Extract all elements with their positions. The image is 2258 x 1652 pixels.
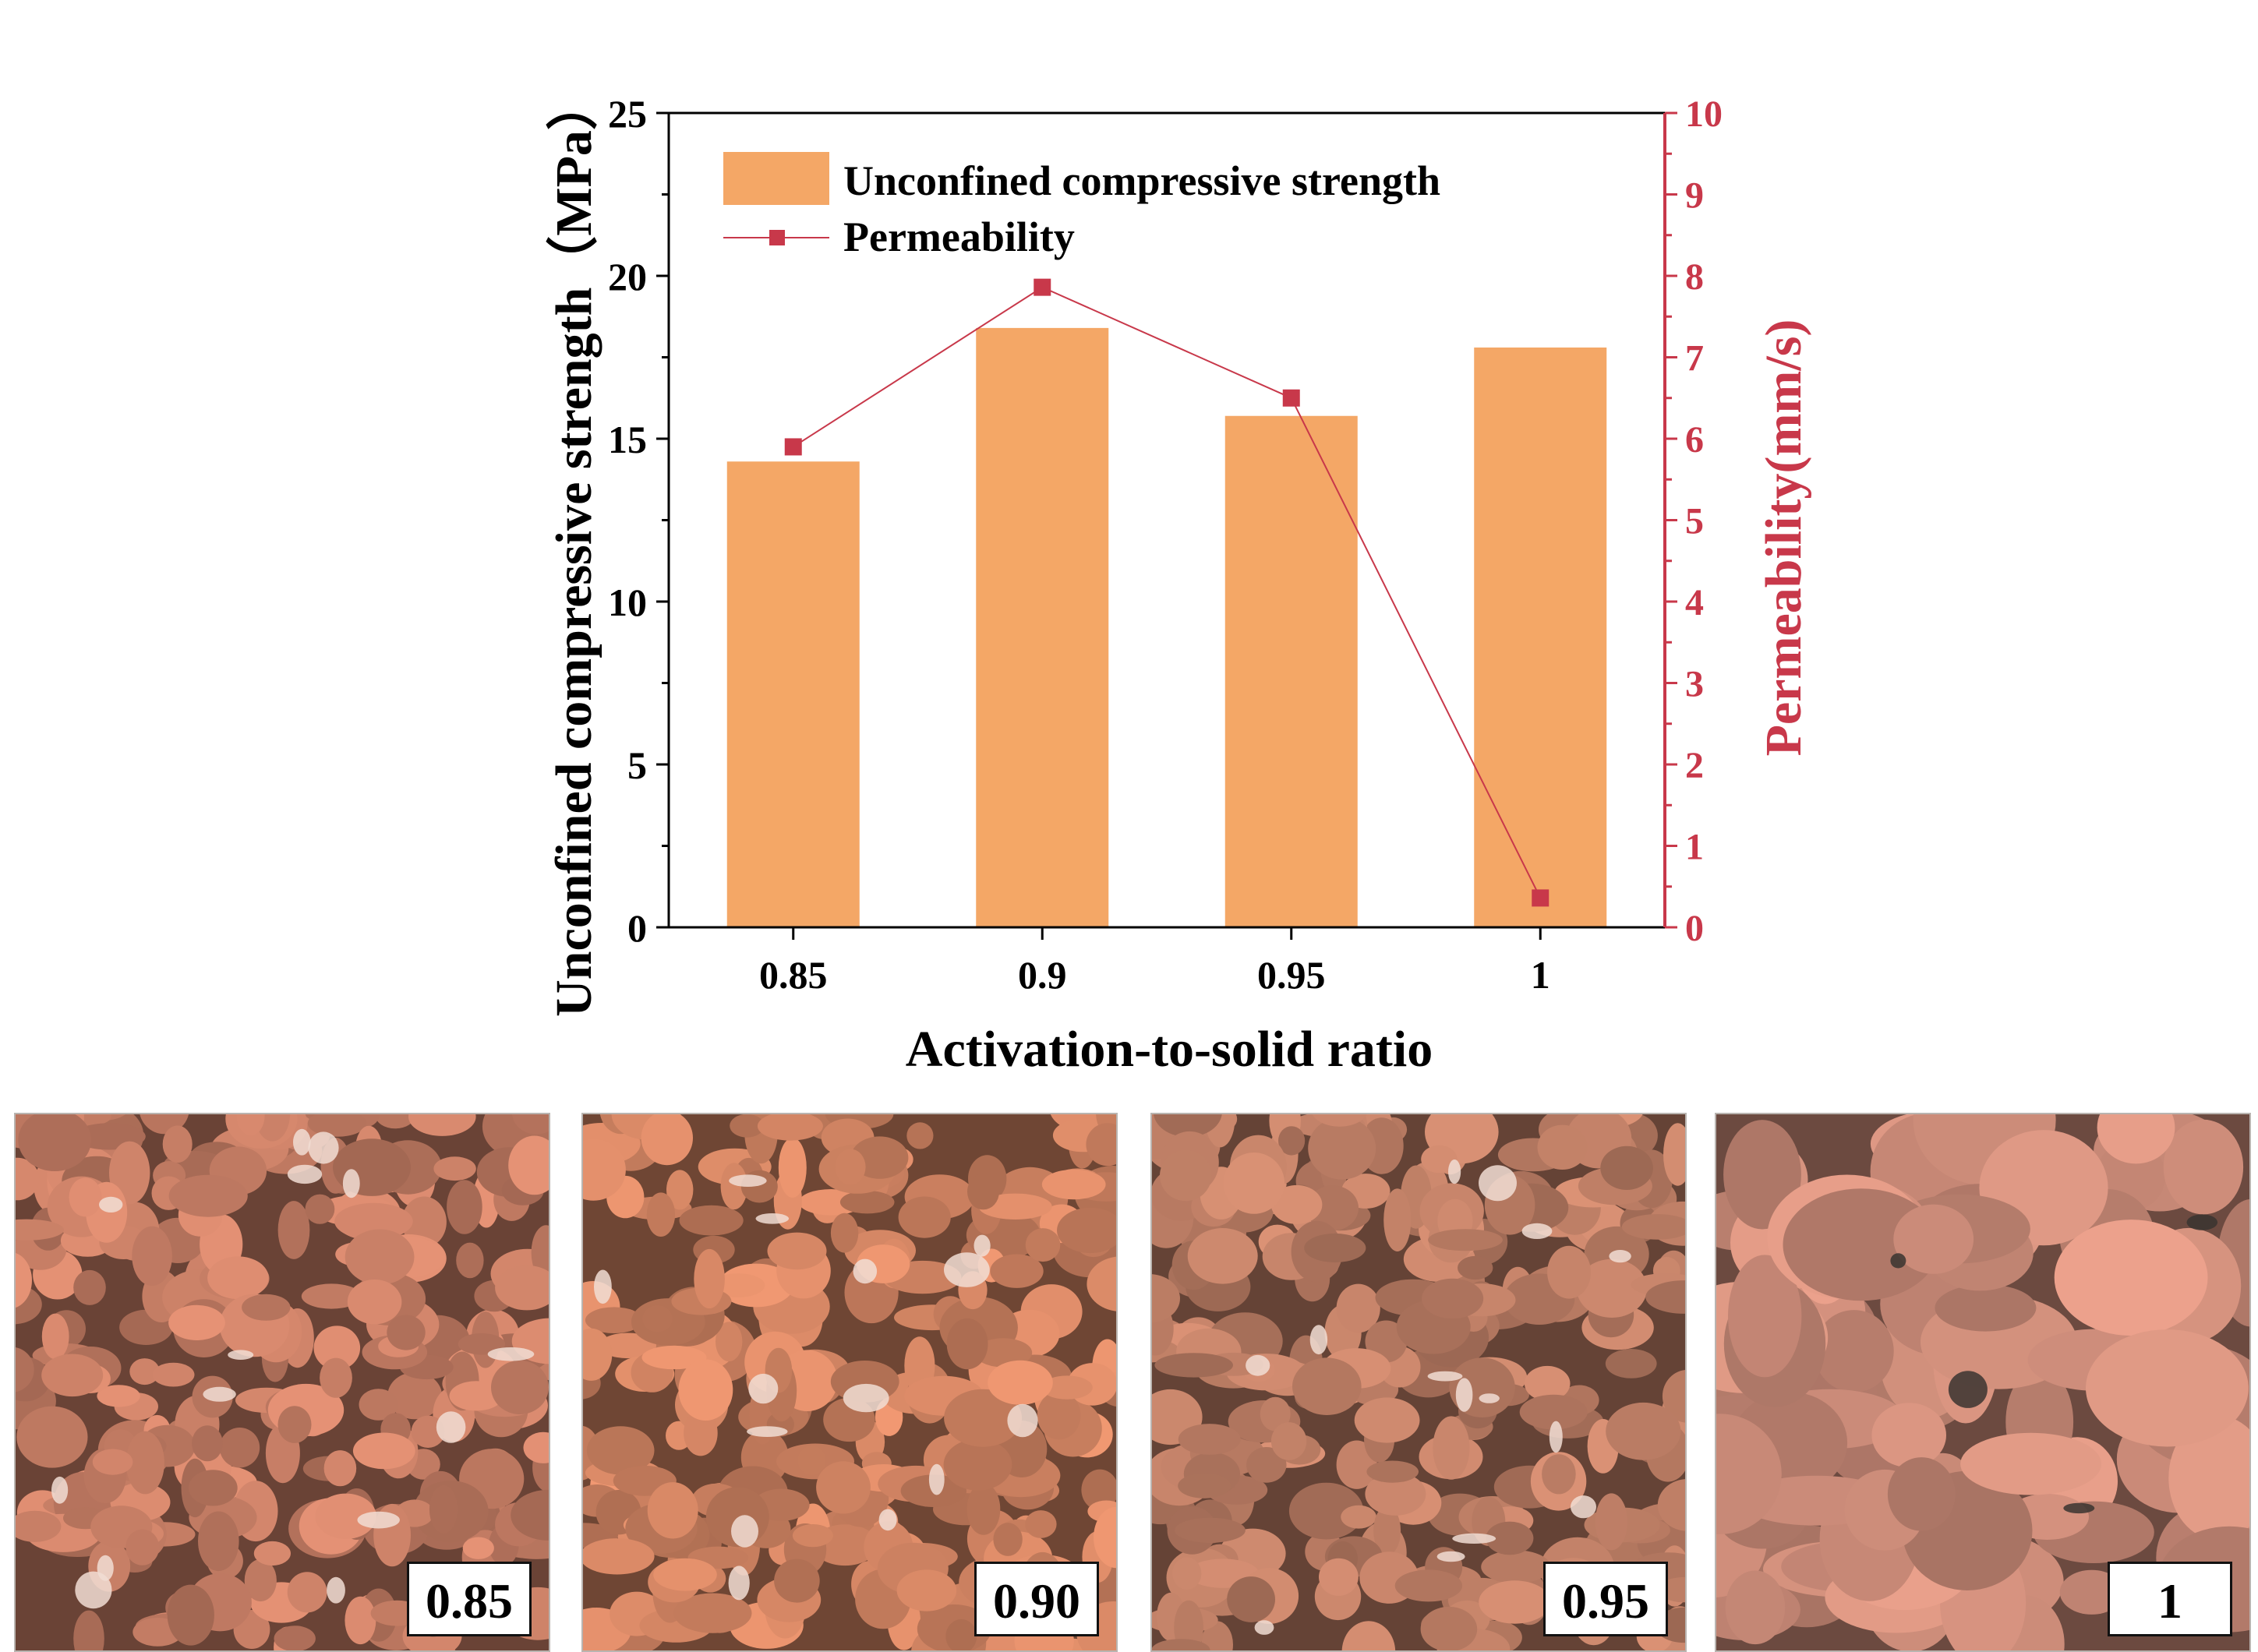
permeability-markers xyxy=(784,278,1550,907)
specimen-label-2: 0.90 xyxy=(974,1562,1099,1636)
specimen-texture-4 xyxy=(1716,1114,2249,1650)
permeability-line xyxy=(793,286,1542,898)
right-tick-label: 9 xyxy=(1685,175,1704,217)
right-tick-label: 8 xyxy=(1685,256,1704,298)
right-tick-label: 6 xyxy=(1685,419,1704,461)
right-axis-ticks: 0 1 2 3 4 5 6 7 8 9 10 xyxy=(1665,94,1723,949)
bar-group xyxy=(726,327,1607,928)
specimen-texture-2 xyxy=(583,1114,1116,1650)
permeability-point-1 xyxy=(1532,889,1550,907)
left-tick-label: 15 xyxy=(608,418,647,461)
specimen-label-3: 0.95 xyxy=(1543,1562,1668,1636)
chart: 0 5 10 15 20 25 0 1 2 3 4 5 6 7 8 9 10 0.85 0.9 0.95 1 Act… xyxy=(545,79,1812,1078)
x-tick-label: 1 xyxy=(1531,953,1550,997)
bar-0.85 xyxy=(726,461,860,927)
right-tick-label: 0 xyxy=(1685,908,1704,949)
permeability-point-0.9 xyxy=(1034,278,1051,296)
legend-bar-label: Unconfined compressive strength xyxy=(843,157,1440,204)
left-tick-label: 10 xyxy=(608,581,647,624)
x-tick-label: 0.9 xyxy=(1018,953,1067,997)
x-tick-label: 0.85 xyxy=(759,953,828,997)
bar-0.95 xyxy=(1224,415,1358,927)
left-tick-label: 5 xyxy=(627,743,647,787)
right-tick-label: 4 xyxy=(1685,582,1704,623)
legend-bar-swatch xyxy=(723,152,829,205)
permeability-point-0.85 xyxy=(784,438,802,456)
right-tick-label: 1 xyxy=(1685,827,1704,868)
left-axis-ticks: 0 5 10 15 20 25 xyxy=(608,92,669,950)
permeability-point-0.95 xyxy=(1282,389,1300,407)
right-axis-title: Permeability(mm/s) xyxy=(1755,319,1812,757)
legend: Unconfined compressive strength Permeabi… xyxy=(723,152,1440,260)
specimen-texture-3 xyxy=(1152,1114,1685,1650)
specimen-photo-1: 0.85 xyxy=(14,1113,550,1652)
specimen-label-1: 0.85 xyxy=(407,1562,532,1636)
x-axis-title: Activation-to-solid ratio xyxy=(906,1021,1433,1078)
left-axis-title: Unconfined compressive strength（MPa） xyxy=(545,79,602,1017)
x-axis-ticks: 0.85 0.9 0.95 1 xyxy=(759,927,1550,997)
right-tick-label: 7 xyxy=(1685,338,1704,379)
right-tick-label: 5 xyxy=(1685,501,1704,542)
specimen-photo-4: 1 xyxy=(1715,1113,2251,1652)
specimen-label-4: 1 xyxy=(2108,1562,2232,1636)
right-tick-label: 3 xyxy=(1685,664,1704,705)
legend-line-marker xyxy=(769,230,785,245)
x-tick-label: 0.95 xyxy=(1257,953,1326,997)
left-tick-label: 0 xyxy=(627,906,647,950)
bar-0.9 xyxy=(976,327,1109,927)
left-tick-label: 20 xyxy=(608,255,647,298)
right-tick-label: 10 xyxy=(1685,94,1723,135)
bar-1 xyxy=(1474,347,1607,928)
specimen-photo-2: 0.90 xyxy=(581,1113,1118,1652)
legend-line-label: Permeability xyxy=(843,214,1075,260)
left-tick-label: 25 xyxy=(608,92,647,136)
right-tick-label: 2 xyxy=(1685,745,1704,786)
specimen-photo-3: 0.95 xyxy=(1150,1113,1687,1652)
